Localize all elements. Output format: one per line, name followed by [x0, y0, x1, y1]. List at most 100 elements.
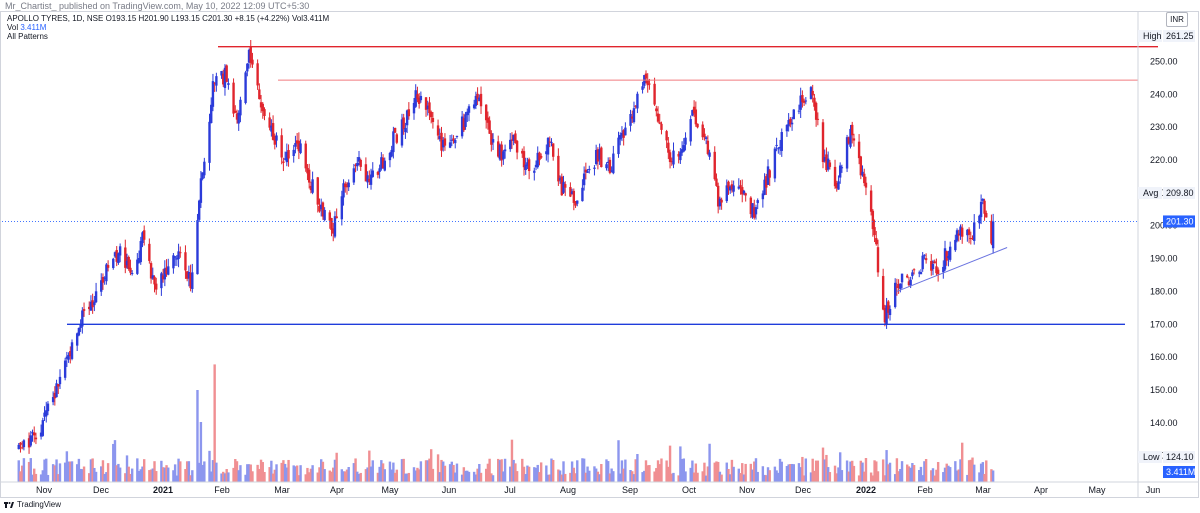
volume-bar	[127, 466, 130, 482]
volume-bar	[261, 462, 264, 482]
volume-bars	[17, 364, 995, 482]
candle-body	[57, 384, 60, 387]
volume-bar	[596, 471, 600, 482]
volume-bar	[907, 466, 911, 482]
volume-bar	[402, 458, 405, 482]
volume-bar	[340, 469, 344, 482]
candle-body	[378, 168, 381, 172]
candle-body	[845, 137, 849, 169]
volume-bar	[175, 475, 179, 482]
candle-body	[261, 103, 264, 112]
x-tick-label: Nov	[739, 485, 756, 495]
volume-bar	[522, 466, 526, 482]
volume-bar	[41, 470, 45, 482]
volume-bar	[196, 390, 199, 482]
candle-body	[696, 123, 699, 128]
candle-body	[744, 193, 747, 196]
candle-body	[82, 309, 86, 311]
candle-body	[213, 82, 216, 84]
candle-body	[328, 212, 331, 221]
volume-bar	[780, 461, 783, 482]
x-tick-label: Feb	[917, 485, 933, 495]
volume-bar	[141, 466, 144, 482]
volume-bar	[813, 470, 816, 482]
candle-body	[503, 149, 507, 152]
candle-body	[814, 102, 818, 120]
candle-body	[881, 276, 885, 310]
volume-bar	[332, 467, 335, 482]
candle-body	[151, 275, 154, 279]
candle-body	[727, 181, 730, 188]
candle-body	[191, 272, 194, 290]
volume-bar	[53, 465, 57, 482]
candle-body	[67, 354, 70, 360]
candle-body	[45, 410, 48, 417]
candle-body	[402, 117, 405, 130]
volume-bar	[864, 458, 868, 482]
volume-bar	[369, 466, 373, 482]
volume-bar	[189, 475, 192, 482]
candle-body	[909, 279, 912, 286]
candle-body	[88, 306, 91, 310]
candle-body	[799, 95, 802, 110]
candle-body	[498, 144, 502, 160]
candle-body	[450, 139, 454, 141]
volume-bar	[658, 464, 661, 482]
candle-body	[720, 199, 723, 203]
candle-body	[533, 170, 536, 173]
candle-body	[667, 142, 670, 153]
volume-bar	[490, 473, 493, 482]
volume-bar	[462, 467, 466, 482]
candle-body	[594, 149, 598, 165]
volume-bar	[969, 459, 972, 482]
volume-bar	[538, 472, 541, 482]
candle-body	[534, 164, 538, 168]
candle-body	[256, 63, 259, 86]
candle-body	[100, 280, 103, 292]
candle-body	[677, 153, 680, 157]
candle-body	[125, 260, 129, 266]
volume-bar	[548, 474, 551, 482]
volume-bar	[237, 470, 240, 482]
volume-bar	[751, 469, 754, 482]
volume-bar	[814, 460, 818, 482]
candle-body	[211, 81, 215, 107]
volume-bar	[215, 462, 218, 482]
volume-bar	[380, 460, 383, 482]
volume-bar	[983, 473, 986, 482]
candle-body	[130, 273, 134, 275]
candle-body	[634, 105, 637, 107]
volume-bar	[668, 445, 672, 482]
candle-body	[117, 253, 120, 264]
y-tick-label: 220.00	[1150, 155, 1178, 165]
volume-bar	[103, 473, 106, 482]
rising-trendline[interactable]	[896, 247, 1008, 292]
volume-bar	[390, 469, 393, 482]
candle-body	[857, 141, 861, 159]
currency-badge[interactable]: INR	[1166, 12, 1188, 27]
candle-body	[840, 167, 844, 169]
candle-body	[749, 197, 753, 215]
candle-body	[199, 178, 203, 203]
candle-body	[741, 187, 744, 195]
candle-body	[811, 90, 814, 96]
volume-bar	[933, 475, 936, 482]
candle-body	[753, 207, 756, 218]
x-tick-label: May	[381, 485, 399, 495]
candle-body	[215, 76, 218, 86]
candle-body	[777, 148, 780, 150]
volume-bar	[624, 459, 627, 482]
candle-body	[780, 132, 783, 151]
volume-bar	[161, 467, 165, 482]
candle-body	[497, 141, 500, 157]
candle-body	[861, 171, 864, 176]
candle-body	[356, 162, 359, 167]
volume-bar	[713, 462, 716, 482]
volume-bar	[442, 461, 445, 482]
candle-body	[268, 117, 271, 128]
candle-body	[966, 229, 969, 236]
candle-body	[672, 150, 675, 165]
candle-body	[246, 63, 249, 72]
volume-bar	[792, 464, 795, 482]
